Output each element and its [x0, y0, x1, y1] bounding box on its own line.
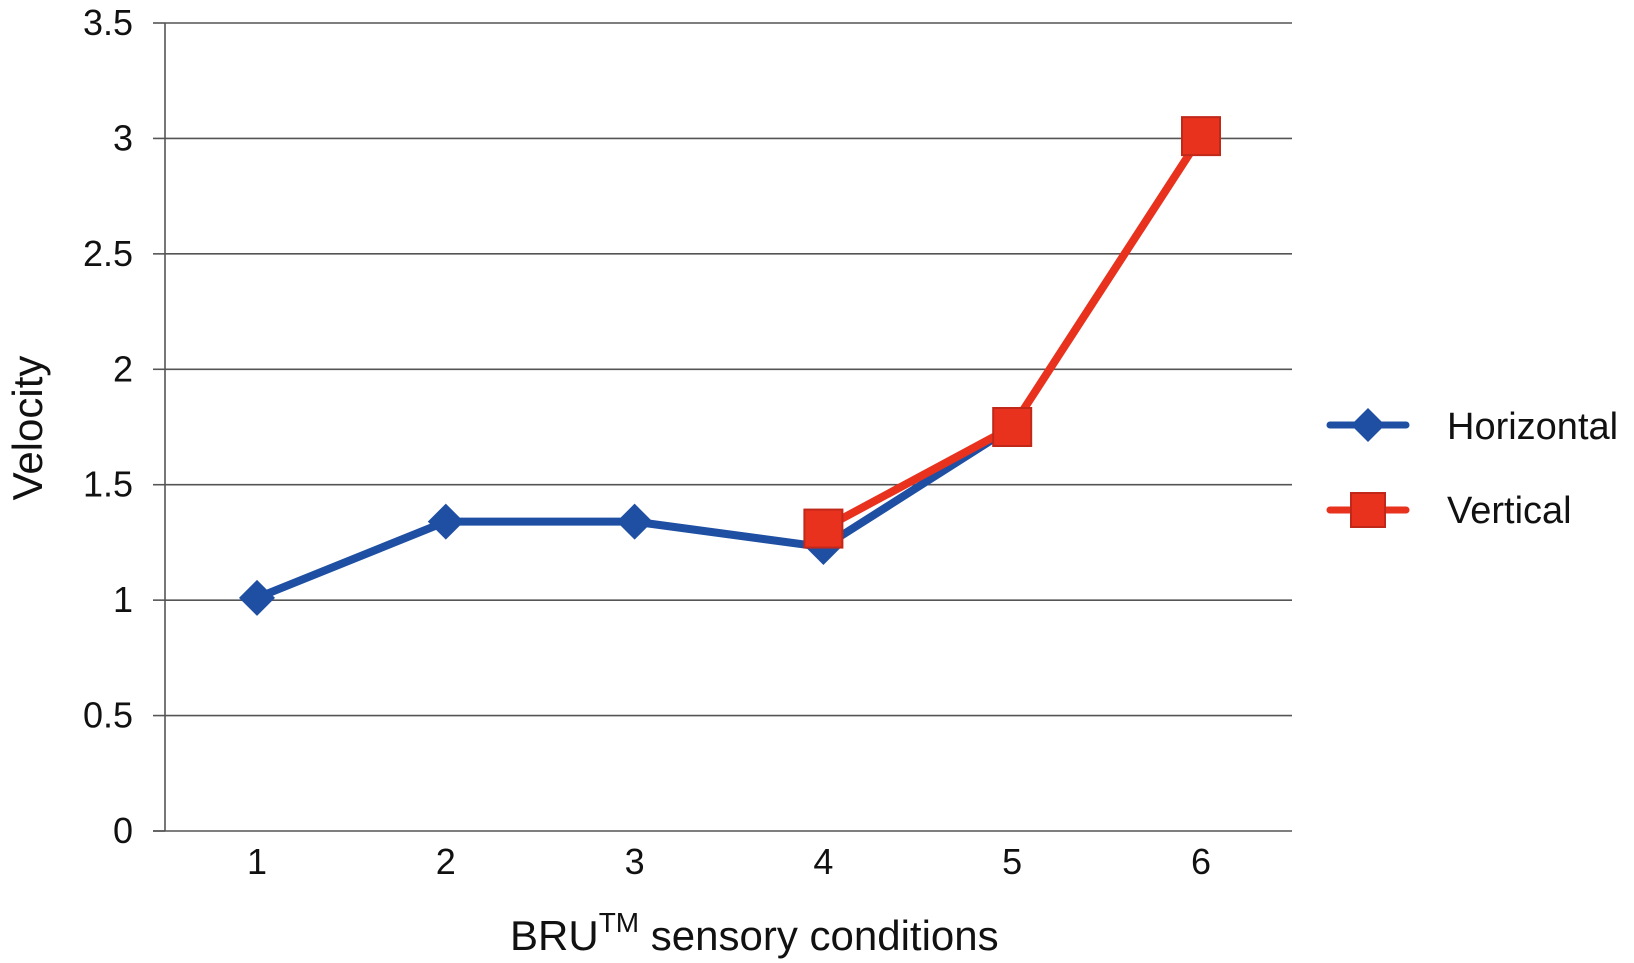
legend: Horizontal Vertical: [1326, 406, 1618, 532]
y-axis-title: Velocity: [4, 356, 51, 501]
y-tick-label: 0.5: [83, 695, 133, 736]
data-point-horizontal: [427, 503, 464, 540]
gridlines: [153, 22, 1292, 832]
legend-marker-vertical: [1350, 492, 1386, 528]
y-tick-label: 1: [113, 579, 133, 620]
legend-label-horizontal: Horizontal: [1447, 406, 1618, 448]
data-point-vertical: [992, 407, 1033, 447]
data-point-vertical: [1181, 116, 1221, 157]
y-tick-label: 3: [113, 117, 133, 158]
x-tick-label: 1: [247, 841, 267, 882]
series-horizontal: [239, 409, 1031, 616]
data-point-vertical: [803, 508, 844, 549]
x-tick-label: 4: [813, 841, 833, 882]
series-vertical: [803, 116, 1221, 549]
y-tick-label: 0: [113, 810, 133, 851]
x-axis-title-main: BRU: [510, 912, 599, 959]
y-tick-label: 3.5: [83, 2, 133, 43]
x-axis-title-superscript: TM: [599, 907, 639, 938]
series-layer: [239, 116, 1221, 616]
x-tick-labels: 1 2 3 4 5 6: [247, 841, 1211, 882]
legend-marker-horizontal: [1351, 408, 1385, 442]
x-tick-label: 2: [436, 841, 456, 882]
x-tick-label: 5: [1002, 841, 1022, 882]
y-tick-labels: 0 0.5 1 1.5 2 2.5 3 3.5: [83, 2, 133, 851]
data-point-horizontal: [616, 503, 653, 540]
x-axis-title: BRUTM sensory conditions: [510, 907, 999, 959]
x-axis-title-rest: sensory conditions: [639, 912, 999, 959]
legend-label-vertical: Vertical: [1447, 490, 1572, 532]
legend-item-horizontal: Horizontal: [1326, 406, 1618, 448]
y-tick-label: 2.5: [83, 233, 133, 274]
y-tick-label: 2: [113, 348, 133, 389]
axes: [153, 23, 1292, 832]
data-point-horizontal: [239, 579, 275, 616]
series-line-vertical: [819, 132, 1205, 533]
x-tick-label: 3: [625, 841, 645, 882]
y-tick-label: 1.5: [83, 464, 133, 505]
legend-item-vertical: Vertical: [1326, 490, 1572, 532]
x-tick-label: 6: [1191, 841, 1211, 882]
